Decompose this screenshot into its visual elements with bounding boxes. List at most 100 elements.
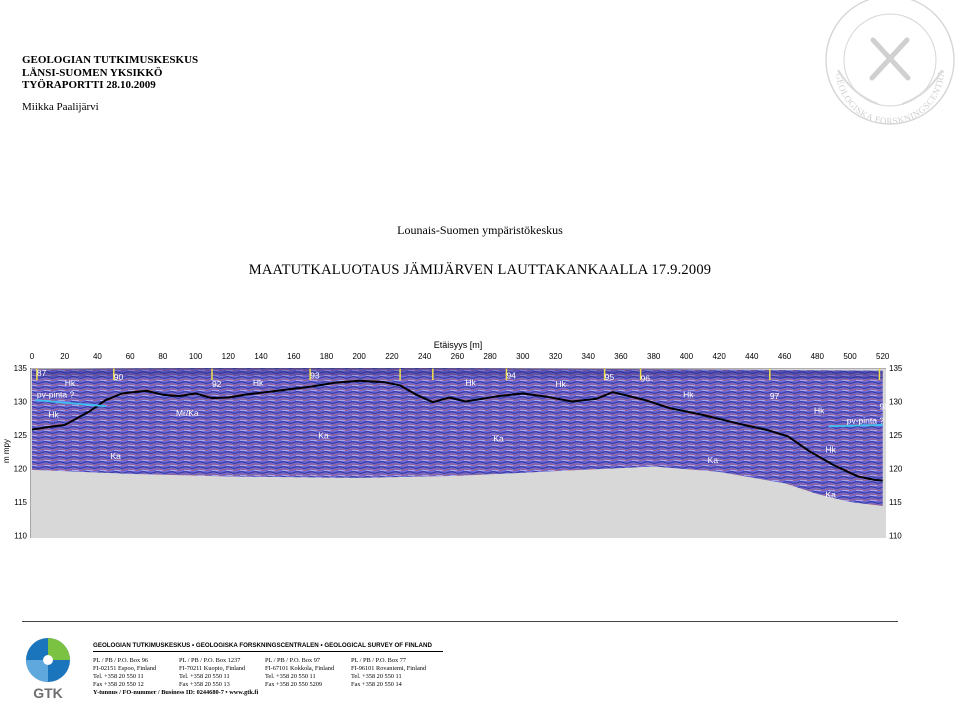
office-line: Fax +358 20 550 14 bbox=[351, 681, 402, 688]
gpr-profile: Etäisyys [m] m mpy 0 20 40 60 80 100 120 140 160… bbox=[2, 340, 903, 541]
x-tick-label: 400 bbox=[680, 352, 694, 361]
office-line: Tel. +358 20 550 11 bbox=[351, 673, 402, 680]
y-tick-label: 110 bbox=[889, 532, 902, 541]
x-axis-label: Etäisyys [m] bbox=[434, 340, 483, 350]
x-tick-label: 100 bbox=[189, 352, 203, 361]
x-tick-label: 280 bbox=[483, 352, 497, 361]
office-line: FI-67101 Kokkola, Finland bbox=[265, 665, 335, 672]
office-line: FI-70211 Kuopio, Finland bbox=[179, 665, 246, 672]
y-tick-labels-left: 135 130 125 120 115 110 bbox=[14, 364, 28, 541]
footer-divider bbox=[22, 621, 898, 622]
x-tick-label: 60 bbox=[126, 352, 135, 361]
x-tick-label: 0 bbox=[30, 352, 35, 361]
office-line: FI-96101 Rovaniemi, Finland bbox=[351, 665, 427, 672]
surface-band bbox=[32, 368, 883, 379]
survey-title: MAATUTKALUOTAUS JÄMIJÄRVEN LAUTTAKANKAAL… bbox=[248, 262, 712, 278]
annotation-label: Hk bbox=[556, 379, 567, 389]
office-line: PL / PB / P.O. Box 1237 bbox=[179, 657, 241, 664]
svg-text:GEOLOGISKA FORSKNINGSCENTRALEN: GEOLOGISKA FORSKNINGSCENTRALEN bbox=[818, 0, 946, 126]
org-name: GEOLOGIAN TUTKIMUSKESKUS bbox=[22, 54, 199, 66]
office-espoo: PL / PB / P.O. Box 96 FI-02151 Espoo, Fi… bbox=[93, 657, 179, 689]
office-line: FI-02151 Espoo, Finland bbox=[93, 665, 157, 672]
footer-org-names: GEOLOGIAN TUTKIMUSKESKUS • GEOLOGISKA FO… bbox=[93, 642, 432, 649]
annotation-label: Hk bbox=[253, 377, 264, 387]
y-tick-label: 135 bbox=[889, 364, 903, 373]
annotation-label: 96 bbox=[641, 373, 651, 383]
client-name: Lounais-Suomen ympäristökeskus bbox=[397, 223, 563, 237]
x-tick-label: 360 bbox=[614, 352, 628, 361]
annotation-label: Ka bbox=[111, 451, 122, 461]
report-date: TYÖRAPORTTI 28.10.2009 bbox=[22, 79, 156, 91]
report-header: GEOLOGIAN TUTKIMUSKESKUS LÄNSI-SUOMEN YK… bbox=[22, 54, 198, 92]
annotation-label: pv-pinta ? bbox=[37, 389, 75, 399]
business-id: Y-tunnus / FO-nummer / Business ID: 0244… bbox=[93, 689, 259, 696]
water-table-line bbox=[35, 399, 106, 408]
gtk-logo: GTK bbox=[26, 638, 70, 701]
office-kokkola: PL / PB / P.O. Box 97 FI-67101 Kokkola, … bbox=[265, 657, 351, 689]
office-line: Fax +358 20 550 5209 bbox=[265, 681, 323, 688]
footer-org-underline bbox=[93, 651, 443, 652]
x-tick-label: 40 bbox=[93, 352, 102, 361]
y-axis-label: m mpy bbox=[2, 439, 11, 463]
x-tick-label: 180 bbox=[320, 352, 334, 361]
annotation-label: Hk bbox=[65, 378, 76, 388]
x-tick-label: 500 bbox=[843, 352, 857, 361]
y-tick-labels-right: 135 130 125 120 115 110 bbox=[889, 364, 903, 541]
x-tick-label: 460 bbox=[778, 352, 792, 361]
office-rovaniemi: PL / PB / P.O. Box 77 FI-96101 Rovaniemi… bbox=[351, 657, 437, 689]
interpreted-interface-line bbox=[31, 379, 883, 482]
annotation-label: 97 bbox=[770, 391, 780, 401]
office-line: PL / PB / P.O. Box 96 bbox=[93, 657, 149, 664]
x-tick-label: 140 bbox=[254, 352, 268, 361]
annotation-label: Ka bbox=[493, 434, 504, 444]
office-kuopio: PL / PB / P.O. Box 1237 FI-70211 Kuopio,… bbox=[179, 657, 265, 689]
x-tick-labels: 0 20 40 60 80 100 120 140 160 180 200 220 240 260 280 3… bbox=[30, 352, 890, 361]
annotation-label: Ka bbox=[318, 430, 329, 440]
office-line: PL / PB / P.O. Box 97 bbox=[265, 657, 321, 664]
y-tick-label: 115 bbox=[889, 498, 902, 507]
author-name: Miikka Paalijärvi bbox=[22, 101, 99, 113]
x-tick-label: 200 bbox=[353, 352, 367, 361]
annotation-label: Mr/Ka bbox=[176, 408, 199, 418]
annotation-label: Hk bbox=[683, 389, 694, 399]
annotation-label: pv-pinta ? bbox=[847, 416, 885, 426]
y-tick-label: 115 bbox=[14, 498, 27, 507]
annotation-label: Ka bbox=[708, 455, 719, 465]
annotation-label: 93 bbox=[310, 371, 320, 381]
logo-text: GTK bbox=[33, 685, 63, 701]
x-tick-label: 380 bbox=[647, 352, 661, 361]
annotation-label: 95 bbox=[605, 372, 615, 382]
annotation-label: 94 bbox=[506, 371, 516, 381]
office-line: Tel. +358 20 550 11 bbox=[265, 673, 316, 680]
water-table-line bbox=[828, 424, 883, 428]
y-tick-label: 120 bbox=[889, 465, 903, 474]
office-line: Fax +358 20 550 12 bbox=[93, 681, 144, 688]
seal-text: GEOLOGISKA FORSKNINGSCENTRALEN bbox=[818, 0, 946, 126]
x-tick-label: 220 bbox=[385, 352, 399, 361]
office-line: Fax +358 20 550 13 bbox=[179, 681, 230, 688]
office-line: Tel. +358 20 550 11 bbox=[93, 673, 144, 680]
unit-name: LÄNSI-SUOMEN YKSIKKÖ bbox=[22, 66, 163, 79]
x-tick-label: 20 bbox=[60, 352, 69, 361]
x-tick-label: 160 bbox=[287, 352, 301, 361]
annotation-label: 87 bbox=[37, 368, 47, 378]
annotation-label: Hk bbox=[814, 406, 825, 416]
annotation-label: Hk bbox=[466, 377, 477, 387]
x-tick-label: 320 bbox=[549, 352, 563, 361]
x-tick-label: 340 bbox=[582, 352, 596, 361]
annotation-label: Ka bbox=[825, 489, 836, 499]
x-tick-label: 480 bbox=[811, 352, 825, 361]
office-line: Tel. +358 20 550 11 bbox=[179, 673, 230, 680]
x-tick-label: 80 bbox=[158, 352, 167, 361]
x-tick-label: 440 bbox=[745, 352, 759, 361]
annotation-label: 90 bbox=[114, 372, 124, 382]
radar-section bbox=[32, 368, 883, 507]
annotation-label: Hk bbox=[48, 410, 59, 420]
y-tick-label: 135 bbox=[14, 364, 28, 373]
x-tick-label: 420 bbox=[712, 352, 726, 361]
x-tick-label: 520 bbox=[876, 352, 890, 361]
annotation-label: 98 bbox=[879, 402, 889, 412]
office-line: PL / PB / P.O. Box 77 bbox=[351, 657, 407, 664]
y-tick-label: 130 bbox=[889, 398, 903, 407]
